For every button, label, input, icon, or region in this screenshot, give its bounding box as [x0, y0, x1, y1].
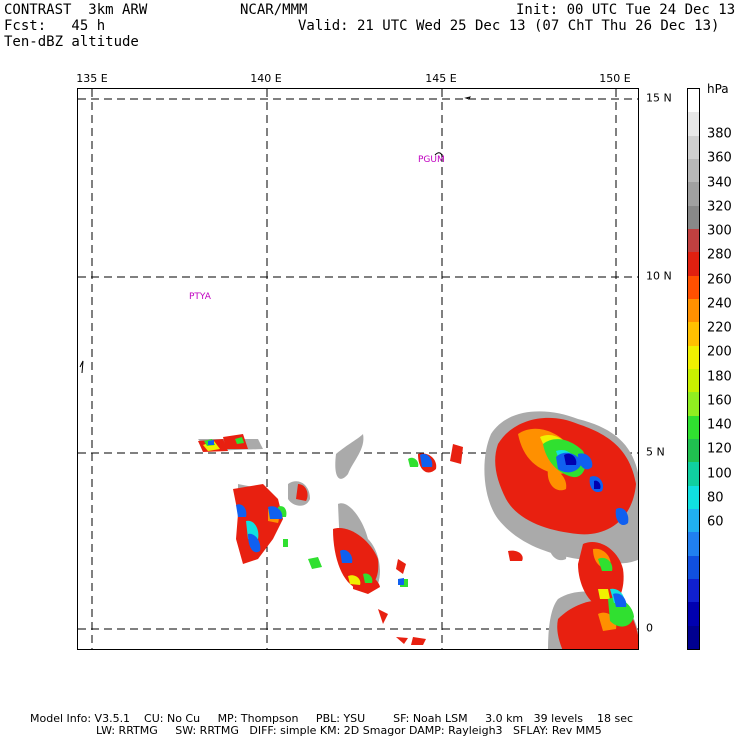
colorbar-swatch	[688, 625, 699, 650]
colorbar-swatch	[688, 485, 699, 510]
colorbar-tick-label: 140	[707, 417, 732, 433]
valid-time: Valid: 21 UTC Wed 25 Dec 13 (07 ChT Thu …	[298, 18, 720, 34]
lat-label-5n: 5 N	[646, 445, 665, 459]
echo-darkblue	[564, 453, 601, 489]
map-canvas: PGUM PTYA	[78, 89, 638, 649]
field-name: Ten-dBZ altitude	[4, 34, 139, 50]
colorbar-tick-label: 260	[707, 272, 732, 287]
colorbar-swatch	[688, 602, 699, 627]
lat-lon-grid	[78, 89, 638, 649]
lon-label-150: 150 E	[599, 72, 631, 85]
lat-label-10n: 10 N	[646, 269, 672, 283]
colorbar-swatch	[688, 89, 699, 113]
colorbar-swatch	[688, 182, 699, 207]
colorbar-tick-label: 220	[707, 320, 732, 336]
init-time: Init: 00 UTC Tue 24 Dec 13	[516, 2, 736, 18]
lon-label-140: 140 E	[250, 72, 282, 85]
echo-red	[198, 417, 638, 649]
map-panel[interactable]: PGUM PTYA	[77, 88, 639, 650]
colorbar-swatch	[688, 135, 699, 160]
colorbar-tick-label: 300	[707, 223, 732, 239]
colorbar-tick-label: 280	[707, 247, 732, 263]
model-info-line2: LW: RRTMG SW: RRTMG DIFF: simple KM: 2D …	[96, 724, 602, 737]
colorbar-tick-label: 240	[707, 296, 732, 312]
colorbar-swatch	[688, 392, 699, 417]
colorbar-title: hPa	[707, 82, 729, 96]
colorbar-swatch	[688, 509, 699, 533]
colorbar-swatch	[688, 159, 699, 183]
model-name: CONTRAST 3km ARW	[4, 2, 148, 18]
station-label-ptya: PTYA	[189, 292, 212, 302]
colorbar-swatch	[688, 252, 699, 277]
colorbar-swatch	[688, 415, 699, 440]
forecast-hour: Fcst: 45 h	[4, 18, 106, 34]
colorbar-tick-label: 380	[707, 126, 732, 142]
colorbar-swatch	[688, 275, 699, 300]
center-name: NCAR/MMM	[240, 2, 308, 18]
colorbar-tick-label: 180	[707, 369, 732, 384]
colorbar-swatch	[688, 369, 699, 393]
model-info-line1: Model Info: V3.5.1 CU: No Cu MP: Thompso…	[30, 712, 634, 725]
colorbar-tick-label: 80	[707, 490, 724, 506]
colorbar-swatch	[688, 462, 699, 487]
colorbar-swatch	[688, 322, 699, 347]
colorbar-swatch	[688, 439, 699, 463]
colorbar-tick-label: 100	[707, 466, 732, 481]
colorbar-tick-label: 60	[707, 514, 724, 530]
colorbar-swatch	[688, 579, 699, 603]
colorbar-tick-label: 120	[707, 441, 732, 457]
lat-label-0: 0	[646, 621, 653, 635]
colorbar-swatch	[688, 205, 699, 230]
colorbar-tick-label: 360	[707, 150, 732, 166]
colorbar-swatch	[688, 555, 699, 580]
colorbar-tick-label: 160	[707, 393, 732, 409]
colorbar-swatch	[688, 299, 699, 323]
colorbar	[687, 88, 700, 650]
colorbar-swatch	[688, 229, 699, 253]
colorbar-tick-label: 340	[707, 175, 732, 190]
colorbar-swatch	[688, 112, 699, 137]
station-label-pgum: PGUM	[418, 155, 445, 165]
colorbar-tick-label: 200	[707, 344, 732, 360]
lat-label-15n: 15 N	[646, 91, 672, 105]
lon-label-145: 145 E	[425, 72, 457, 85]
colorbar-tick-label: 320	[707, 199, 732, 215]
island-outlines	[79, 96, 471, 374]
colorbar-swatch	[688, 345, 699, 370]
lon-label-135: 135 E	[76, 72, 108, 85]
colorbar-swatch	[688, 532, 699, 557]
